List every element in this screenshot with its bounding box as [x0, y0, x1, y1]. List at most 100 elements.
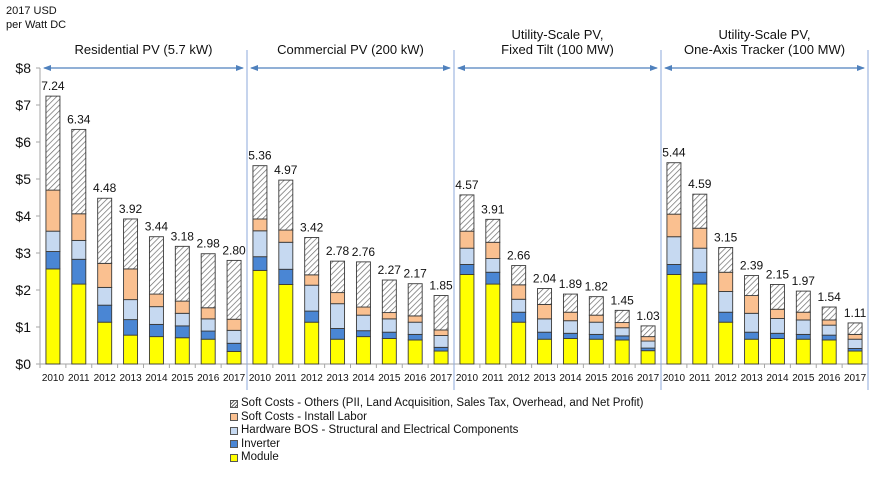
y-tick-label: $5	[15, 171, 31, 187]
bar-segment-inverter	[692, 271, 708, 285]
bar-total-label: 1.54	[818, 290, 842, 304]
x-tick-label: 2013	[119, 373, 142, 384]
bar-segment-inverter	[71, 258, 87, 285]
bar-segment-module	[692, 283, 708, 365]
bar-segment-hardware-bos	[278, 241, 294, 270]
bar-segment-soft-other	[45, 95, 61, 191]
bar-total-label: 1.45	[611, 293, 635, 307]
bar-segment-hardware-bos	[174, 312, 190, 327]
legend-item-soft-other: Soft Costs - Others (PII, Land Acquisiti…	[230, 397, 643, 411]
bar-segment-hardware-bos	[252, 230, 268, 258]
bar-segment-inverter	[718, 311, 734, 323]
bar-total-label: 1.97	[792, 274, 816, 288]
bar-segment-hardware-bos	[304, 284, 320, 312]
bar-segment-soft-other	[614, 309, 630, 324]
bar-segment-module	[355, 336, 371, 365]
bar-segment-module	[381, 338, 397, 365]
legend-item-module: Module	[230, 451, 643, 465]
bar-segment-install-labor	[45, 189, 61, 232]
legend-item-hardware-bos: Hardware BOS - Structural and Electrical…	[230, 424, 643, 438]
bar-segment-inverter	[148, 323, 164, 338]
bar-segment-module	[588, 338, 604, 365]
bar-segment-inverter	[407, 333, 423, 341]
bar-segment-module	[640, 350, 656, 365]
y-tick-label: $7	[15, 97, 31, 113]
bar-segment-module	[614, 339, 630, 365]
bar-segment-install-labor	[692, 227, 708, 249]
bar-segment-install-labor	[433, 329, 449, 336]
bar-total-label: 3.44	[145, 220, 169, 234]
bar-segment-inverter	[666, 264, 682, 275]
bar-segment-hardware-bos	[148, 306, 164, 325]
bar-total-label: 1.89	[559, 277, 583, 291]
bar-segment-inverter	[485, 271, 501, 285]
bar-segment-hardware-bos	[718, 291, 734, 313]
bar-total-label: 4.59	[688, 177, 712, 191]
bar-segment-install-labor	[847, 333, 863, 340]
bar-segment-install-labor	[407, 315, 423, 323]
bar-segment-inverter	[45, 251, 61, 270]
x-tick-label: 2013	[740, 373, 763, 384]
bar-segment-module	[148, 336, 164, 365]
bar-segment-inverter	[97, 304, 113, 323]
x-tick-label: 2013	[326, 373, 349, 384]
bar-segment-hardware-bos	[769, 318, 785, 334]
legend-swatch-inverter	[230, 440, 238, 449]
group-title: Commercial PV (200 kW)	[277, 42, 424, 57]
bar-segment-soft-other	[304, 237, 320, 276]
bar-segment-install-labor	[821, 319, 837, 326]
bar-segment-install-labor	[304, 274, 320, 286]
bar-segment-hardware-bos	[433, 335, 449, 348]
bar-segment-hardware-bos	[97, 286, 113, 306]
bar-segment-install-labor	[640, 336, 656, 342]
bar-segment-install-labor	[614, 322, 630, 329]
bar-segment-soft-other	[769, 284, 785, 310]
bar-segment-hardware-bos	[200, 318, 216, 332]
bar-total-label: 2.98	[197, 237, 221, 251]
bar-segment-soft-other	[433, 295, 449, 331]
bar-segment-module	[174, 337, 190, 365]
x-tick-label: 2010	[249, 373, 272, 384]
bar-segment-inverter	[614, 335, 630, 341]
bar-segment-soft-other	[640, 325, 656, 338]
x-tick-label: 2014	[352, 373, 375, 384]
bar-segment-install-labor	[511, 284, 527, 300]
bar-segment-hardware-bos	[381, 318, 397, 333]
bar-segment-soft-other	[355, 261, 371, 308]
bar-segment-module	[123, 334, 139, 365]
bar-segment-inverter	[537, 331, 553, 340]
x-tick-label: 2016	[611, 373, 634, 384]
bar-segment-hardware-bos	[640, 340, 656, 349]
bar-segment-install-labor	[381, 312, 397, 320]
bar-segment-install-labor	[71, 213, 87, 241]
bar-segment-module	[562, 338, 578, 365]
legend-swatch-module	[230, 453, 238, 462]
x-tick-label: 2017	[844, 373, 867, 384]
bar-segment-install-labor	[174, 300, 190, 314]
bar-segment-module	[485, 283, 501, 365]
bar-segment-hardware-bos	[330, 303, 346, 329]
bar-segment-inverter	[744, 331, 760, 340]
bar-segment-install-labor	[200, 307, 216, 320]
bar-segment-install-labor	[769, 308, 785, 319]
bar-segment-soft-other	[744, 275, 760, 297]
bar-total-label: 2.39	[740, 259, 764, 273]
bar-segment-soft-other	[226, 259, 242, 320]
bar-segment-inverter	[123, 319, 139, 336]
bar-segment-soft-other	[588, 296, 604, 316]
bar-segment-soft-other	[407, 283, 423, 317]
group-title: Fixed Tilt (100 MW)	[501, 42, 614, 57]
bar-segment-inverter	[795, 333, 811, 340]
bar-segment-soft-other	[97, 197, 113, 264]
bar-segment-hardware-bos	[355, 314, 371, 332]
bar-segment-hardware-bos	[562, 320, 578, 334]
y-tick-label: $0	[15, 356, 31, 372]
bar-segment-soft-other	[821, 306, 837, 321]
bar-total-label: 2.66	[507, 249, 531, 263]
bar-segment-hardware-bos	[744, 312, 760, 333]
bar-segment-inverter	[511, 311, 527, 323]
bar-segment-soft-other	[148, 236, 164, 295]
x-tick-label: 2016	[197, 373, 220, 384]
bar-segment-install-labor	[588, 314, 604, 323]
x-tick-label: 2012	[508, 373, 531, 384]
